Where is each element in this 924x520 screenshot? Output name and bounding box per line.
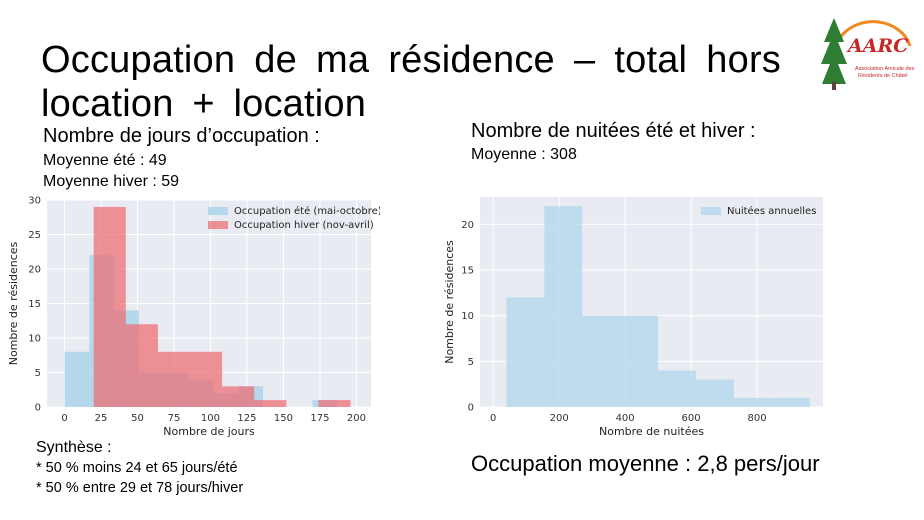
left-summer-average: Moyenne été : 49 [43, 152, 167, 169]
logo-subtitle-2: Résidents de Châtel [858, 73, 908, 79]
legend-label: Occupation hiver (nov-avril) [234, 220, 374, 231]
y-tick-label: 5 [468, 357, 474, 368]
legend-label: Nuitées annuelles [727, 205, 816, 217]
histogram-bar [64, 351, 90, 407]
histogram-bar [620, 315, 659, 407]
y-tick-label: 15 [28, 299, 41, 310]
y-axis-label: Nombre de résidences [443, 240, 456, 364]
synthese-summer: * 50 % moins 24 et 65 jours/été [36, 460, 238, 476]
x-tick-label: 25 [95, 413, 108, 424]
x-axis-label: Nombre de nuitées [599, 425, 704, 438]
histogram-bar [93, 206, 126, 407]
legend-label: Occupation été (mai-octobre) [234, 205, 380, 217]
synthese-title: Synthèse : [36, 439, 112, 456]
slide-title: Occupation de ma résidence – total hors … [41, 38, 781, 126]
histogram-bar [125, 324, 158, 407]
logo-text: AARC [846, 35, 908, 57]
histogram-bar [733, 397, 772, 407]
histogram-bar [318, 400, 351, 407]
y-tick-label: 0 [468, 403, 474, 414]
y-tick-label: 15 [461, 266, 474, 277]
y-tick-label: 10 [461, 311, 474, 322]
x-tick-label: 0 [61, 413, 67, 424]
histogram-bar [658, 370, 697, 407]
x-tick-label: 75 [168, 413, 181, 424]
y-tick-label: 20 [28, 265, 41, 276]
right-average: Moyenne : 308 [471, 146, 577, 163]
synthese-winter: * 50 % entre 29 et 78 jours/hiver [36, 480, 244, 496]
y-tick-label: 25 [28, 230, 41, 241]
x-tick-label: 125 [237, 413, 256, 424]
y-axis-label: Nombre de résidences [7, 241, 20, 365]
legend-swatch [208, 221, 228, 229]
legend-swatch [208, 207, 228, 215]
x-tick-label: 100 [201, 413, 220, 424]
tree-icon [821, 18, 847, 90]
x-tick-label: 800 [747, 413, 766, 424]
histogram-bar [582, 315, 621, 407]
x-tick-label: 400 [616, 413, 635, 424]
left-heading: Nombre de jours d’occupation : [43, 125, 320, 147]
x-tick-label: 0 [490, 413, 496, 424]
y-tick-label: 0 [35, 403, 41, 414]
histogram-bar [696, 379, 734, 407]
y-tick-label: 5 [35, 368, 41, 379]
occupation-average: Occupation moyenne : 2,8 pers/jour [471, 451, 820, 476]
title-line-2: location + location [41, 83, 367, 125]
x-tick-label: 150 [274, 413, 293, 424]
y-tick-label: 10 [28, 334, 41, 345]
aarc-logo: AARC Association Amicale des Résidents d… [818, 8, 916, 94]
x-tick-label: 600 [682, 413, 701, 424]
histogram-nuitees: 0 200 400 600 800 0 5 10 15 20 Nombre de nuitées No… [437, 190, 831, 442]
legend-swatch [701, 207, 721, 215]
histogram-bar [771, 397, 810, 407]
histogram-bar [157, 351, 191, 407]
histogram-bar [506, 297, 545, 407]
right-heading: Nombre de nuitées été et hiver : [471, 120, 756, 142]
chart-nuitees: 0 200 400 600 800 0 5 10 15 20 Nombre de nuitées No… [437, 190, 831, 442]
legend: Occupation été (mai-octobre) Occupation h… [208, 205, 380, 231]
aarc-logo-graphic: AARC Association Amicale des Résidents d… [821, 18, 915, 90]
x-tick-label: 200 [347, 413, 366, 424]
histogram-jours: 0 25 50 75 100 125 150 175 200 0 5 10 15 20 25 30 Nombre… [3, 190, 380, 442]
x-tick-label: 175 [310, 413, 329, 424]
logo-arc [838, 20, 912, 47]
histogram-bar [254, 400, 287, 407]
x-tick-label: 50 [131, 413, 144, 424]
logo-subtitle-1: Association Amicale des [855, 66, 915, 72]
histogram-bar [190, 351, 223, 407]
legend: Nuitées annuelles [701, 205, 816, 217]
histogram-bar [222, 386, 255, 407]
title-line-1: Occupation de ma résidence – total hors [41, 39, 781, 81]
y-tick-label: 30 [28, 196, 41, 207]
chart-jours-occupation: 0 25 50 75 100 125 150 175 200 0 5 10 15 20 25 30 Nombre… [3, 190, 380, 442]
x-axis-label: Nombre de jours [163, 425, 255, 438]
x-tick-label: 200 [550, 413, 569, 424]
y-tick-label: 20 [461, 220, 474, 231]
histogram-bar [544, 206, 583, 407]
left-winter-average: Moyenne hiver : 59 [43, 173, 180, 190]
